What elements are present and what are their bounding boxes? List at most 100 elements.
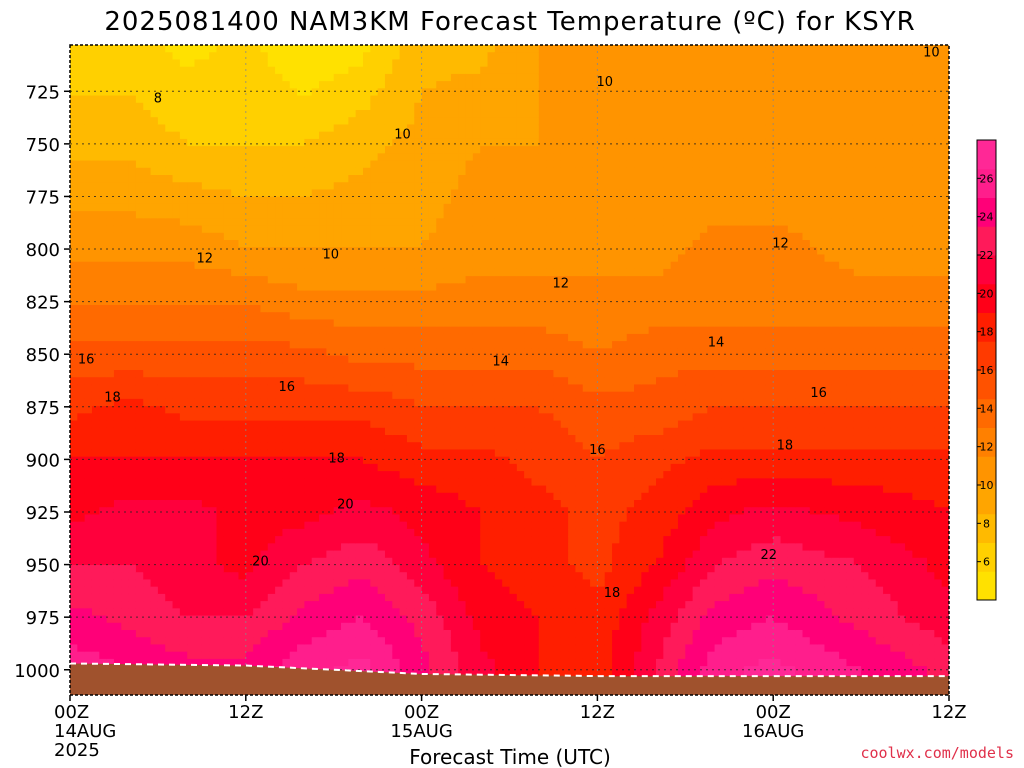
field-cell [275,427,284,436]
field-cell [333,536,342,544]
field-cell [370,240,379,248]
field-cell [341,391,349,400]
field-cell [223,362,232,371]
field-cell [348,536,357,544]
field-cell [326,644,335,653]
field-cell [179,622,188,631]
field-cell [370,225,379,234]
field-cell [179,131,188,140]
field-cell [297,102,305,111]
field-cell [128,160,137,169]
field-cell [77,644,86,653]
field-cell [157,276,166,284]
field-cell [179,521,188,530]
field-cell [77,449,86,458]
field-cell [91,478,100,487]
field-cell [260,95,269,104]
field-cell [231,435,240,443]
field-cell [311,182,320,191]
field-cell [121,528,130,537]
field-cell [355,117,364,126]
field-cell [128,297,137,306]
field-cell [113,348,122,357]
field-cell [231,471,240,479]
field-cell [414,124,423,133]
field-cell [406,377,415,386]
field-cell [399,333,408,342]
field-cell [392,463,401,472]
field-cell [363,102,371,111]
field-cell [414,384,423,393]
field-cell [311,413,320,422]
field-cell [289,492,298,501]
field-cell [341,268,349,277]
field-cell [113,305,122,313]
field-cell [406,485,415,494]
field-cell [465,391,474,400]
field-cell [428,391,437,400]
field-cell [341,102,349,111]
field-cell [128,175,137,183]
field-cell [282,196,291,205]
field-cell [414,557,423,566]
field-cell [297,456,305,465]
field-cell [106,102,115,111]
field-cell [238,290,247,299]
field-cell [128,290,137,299]
field-cell [392,66,401,75]
field-cell [84,644,93,653]
field-cell [428,543,437,552]
field-cell [414,203,423,212]
field-cell [187,528,196,537]
field-cell [311,463,320,472]
field-cell [179,88,188,97]
field-cell [157,66,166,75]
field-cell [157,333,166,342]
field-cell [472,153,481,162]
field-cell [113,420,122,429]
field-cell [165,131,174,140]
field-cell [326,268,335,277]
field-cell [326,543,335,552]
field-cell [289,442,298,451]
field-cell [209,355,218,364]
field-cell [458,536,467,544]
field-cell [465,435,474,443]
field-cell [370,254,379,263]
field-cell [260,45,269,53]
field-cell [260,88,269,97]
field-cell [135,442,144,451]
field-cell [216,124,225,133]
field-cell [128,413,137,422]
field-cell [399,500,408,508]
field-cell [260,348,269,357]
field-cell [135,138,144,147]
field-cell [77,73,86,82]
field-cell [428,630,437,638]
field-cell [275,110,284,118]
field-cell [194,420,203,429]
field-cell [297,225,305,234]
field-cell [128,45,137,53]
field-cell [333,398,342,407]
field-cell [319,586,327,595]
field-cell [282,362,291,371]
field-cell [428,45,437,53]
field-cell [275,536,284,544]
field-cell [319,341,327,349]
field-cell [121,514,130,523]
field-cell [260,557,269,566]
field-cell [201,615,210,624]
field-cell [84,550,93,559]
field-cell [121,355,130,364]
field-cell [289,413,298,422]
field-cell [165,261,174,270]
field-cell [341,507,349,516]
field-cell [377,59,386,68]
field-cell [253,189,262,198]
field-cell [436,88,445,97]
field-cell [326,240,335,248]
field-cell [392,413,401,422]
field-cell [319,521,327,530]
field-cell [106,435,115,443]
